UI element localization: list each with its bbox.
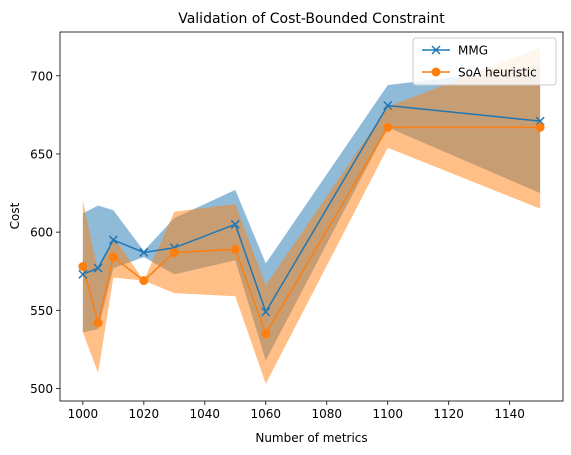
- plot-frame: [59, 31, 564, 402]
- x-tick-label: 1060: [250, 407, 281, 421]
- y-tick-label: 500: [30, 382, 53, 396]
- x-tick-label: 1020: [129, 407, 160, 421]
- chart-title: Validation of Cost-Bounded Constraint: [178, 11, 445, 27]
- y-axis-ticks: 500 550 600 650 700: [30, 69, 60, 396]
- y-tick-label: 700: [30, 69, 53, 83]
- mmg-point: [139, 247, 149, 257]
- soa-heuristic-point: [169, 247, 179, 257]
- mmg-point: [78, 269, 88, 279]
- legend-mmg-label: MMG: [458, 44, 488, 58]
- soa-heuristic-band: [82, 47, 541, 384]
- soa-heuristic-point: [383, 122, 393, 132]
- legend: MMG SoA heuristic: [412, 37, 557, 86]
- x-axis-ticks: 1000 1020 1040 1060 1080 1100 1120 1140: [68, 401, 525, 421]
- soa-heuristic-point: [261, 329, 271, 339]
- legend-mmg-marker: [431, 45, 441, 55]
- x-tick-label: 1080: [311, 407, 342, 421]
- mmg-point: [261, 307, 271, 317]
- soa-heuristic-point: [108, 252, 118, 262]
- mmg-point: [230, 219, 240, 229]
- soa-heuristic-point: [535, 122, 545, 132]
- soa-heuristic-point: [230, 244, 240, 254]
- soa-heuristic-point: [139, 276, 149, 286]
- series-markers: [78, 100, 545, 339]
- y-tick-label: 550: [30, 304, 53, 318]
- legend-soa-label: SoA heuristic: [458, 66, 537, 80]
- y-tick-label: 650: [30, 147, 53, 161]
- x-tick-label: 1000: [68, 407, 99, 421]
- legend-soa-marker: [431, 67, 441, 77]
- x-axis-label: Number of metrics: [255, 431, 367, 445]
- soa-heuristic-point: [93, 318, 103, 328]
- mmg-point: [108, 235, 118, 245]
- soa-heuristic-point: [78, 262, 88, 272]
- confidence-bands: [82, 47, 541, 384]
- x-tick-label: 1120: [433, 407, 464, 421]
- x-tick-label: 1100: [372, 407, 403, 421]
- mmg-point: [383, 100, 393, 111]
- y-tick-label: 600: [30, 226, 53, 240]
- x-tick-label: 1040: [190, 407, 221, 421]
- x-tick-label: 1140: [494, 407, 525, 421]
- y-axis-label: Cost: [8, 202, 22, 229]
- mmg-point: [93, 263, 103, 273]
